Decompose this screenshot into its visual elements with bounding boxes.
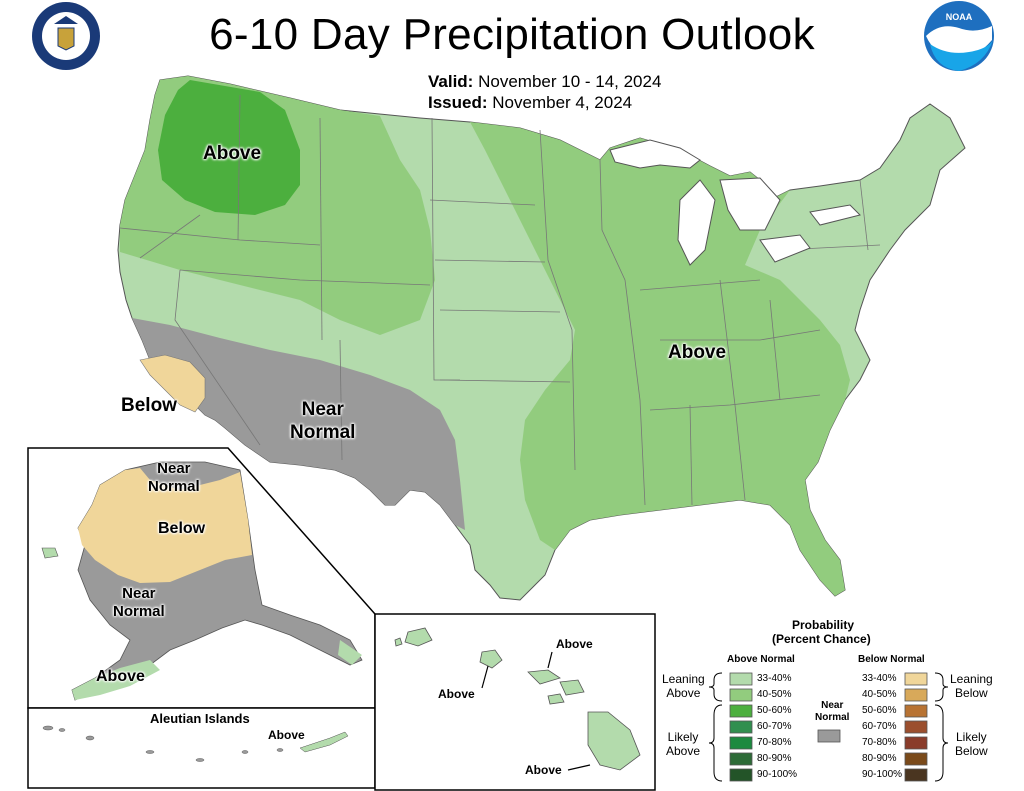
legend-above-range-4: 70-80% — [757, 737, 792, 748]
region-near-normal-sw — [132, 318, 465, 530]
label-hi-oahu-above: Above — [438, 687, 475, 701]
label-ak-below: Below — [158, 520, 206, 537]
label-nw-above: Above — [203, 143, 262, 164]
legend-swatches — [729, 672, 928, 782]
label-east-above: Above — [668, 342, 727, 363]
label-hi-big-island-above: Above — [525, 763, 562, 777]
legend-below-header: Below Normal — [858, 654, 925, 665]
legend-title-2: (Percent Chance) — [772, 632, 871, 646]
legend-near-normal: Near Normal — [815, 700, 849, 724]
region-below-ca — [139, 354, 206, 413]
legend-braces — [708, 672, 949, 782]
hawaii-inset-frame — [374, 613, 656, 791]
legend-below-range-4: 70-80% — [862, 737, 897, 748]
label-hi-kauai-above: Above — [556, 637, 593, 651]
legend-above-header: Above Normal — [727, 654, 795, 665]
legend-leaning-above-2: Above — [666, 686, 701, 700]
legend-title-1: Probability — [792, 618, 855, 632]
noaa-logo-text: NOAA — [945, 12, 973, 22]
issued-label: Issued: — [428, 93, 488, 112]
issued-value: November 4, 2024 — [492, 93, 633, 112]
legend-below-range-3: 60-70% — [862, 721, 897, 732]
label-ak-south-near-normal: Near Normal — [113, 585, 165, 621]
page-title: 6-10 Day Precipitation Outlook — [209, 10, 815, 59]
aleutian-islands — [42, 725, 284, 762]
label-ak-north-near: Near — [157, 460, 191, 477]
label-ak-south-near: Near — [122, 585, 156, 602]
valid-label: Valid: — [428, 72, 474, 91]
legend-below-range-1: 40-50% — [862, 689, 897, 700]
label-ak-north-normal: Normal — [148, 478, 200, 495]
hawaii-islands — [394, 627, 641, 771]
alaska-below-area — [78, 468, 252, 583]
legend-likely-below: Likely Below — [955, 730, 988, 758]
aleutian-title: Aleutian Islands — [150, 711, 250, 726]
label-ak-north-near-normal: Near Normal — [148, 460, 200, 496]
legend-likely-above-2: Above — [666, 744, 701, 758]
label-sw-normal: Normal — [290, 422, 356, 443]
legend-near-2: Normal — [815, 712, 850, 723]
legend-above-range-6: 90-100% — [757, 769, 798, 780]
great-lakes — [609, 139, 861, 266]
label-aleutian-above: Above — [268, 728, 305, 742]
legend-above-range-2: 50-60% — [757, 705, 792, 716]
legend-likely-above: Likely Above — [666, 730, 700, 758]
region-above-50-60-nw — [158, 80, 300, 215]
legend-likely-below-2: Below — [955, 744, 988, 758]
legend-leaning-below: Leaning Below — [950, 672, 993, 700]
label-ak-south-normal: Normal — [113, 603, 165, 620]
legend-leaning-below-1: Leaning — [950, 672, 993, 686]
legend-above-range-3: 60-70% — [757, 721, 792, 732]
hawaii-pointers — [481, 651, 591, 771]
state-borders — [119, 94, 881, 506]
noaa-logo-icon — [924, 1, 994, 71]
legend-above-range-5: 80-90% — [757, 753, 792, 764]
aleutian-above-area — [299, 731, 349, 753]
legend-likely-below-1: Likely — [956, 730, 987, 744]
legend-likely-above-1: Likely — [667, 730, 699, 744]
valid-value: November 10 - 14, 2024 — [478, 72, 662, 91]
legend-leaning-above-1: Leaning — [662, 672, 705, 686]
legend-below-range-0: 33-40% — [862, 673, 897, 684]
legend-above-range-0: 33-40% — [757, 673, 792, 684]
legend-leaning-below-2: Below — [955, 686, 988, 700]
alaska-west-island — [41, 547, 59, 559]
legend-below-range-5: 80-90% — [862, 753, 897, 764]
legend-below-range-6: 90-100% — [862, 769, 903, 780]
issued-line: Issued: November 4, 2024 — [428, 92, 632, 113]
legend-above-range-1: 40-50% — [757, 689, 792, 700]
commerce-seal-icon — [32, 2, 100, 70]
legend-leaning-above: Leaning Above — [662, 672, 705, 700]
alaska-above-area — [72, 640, 362, 700]
legend-near-1: Near — [821, 700, 844, 711]
region-above-40-50-east — [470, 122, 850, 596]
valid-line: Valid: November 10 - 14, 2024 — [428, 71, 661, 92]
label-sw-near: Near — [301, 399, 344, 420]
legend-below-range-2: 50-60% — [862, 705, 897, 716]
label-ca-below: Below — [121, 395, 177, 416]
label-ak-se-above: Above — [96, 668, 145, 685]
label-sw-near-normal: Near Normal — [290, 398, 355, 444]
